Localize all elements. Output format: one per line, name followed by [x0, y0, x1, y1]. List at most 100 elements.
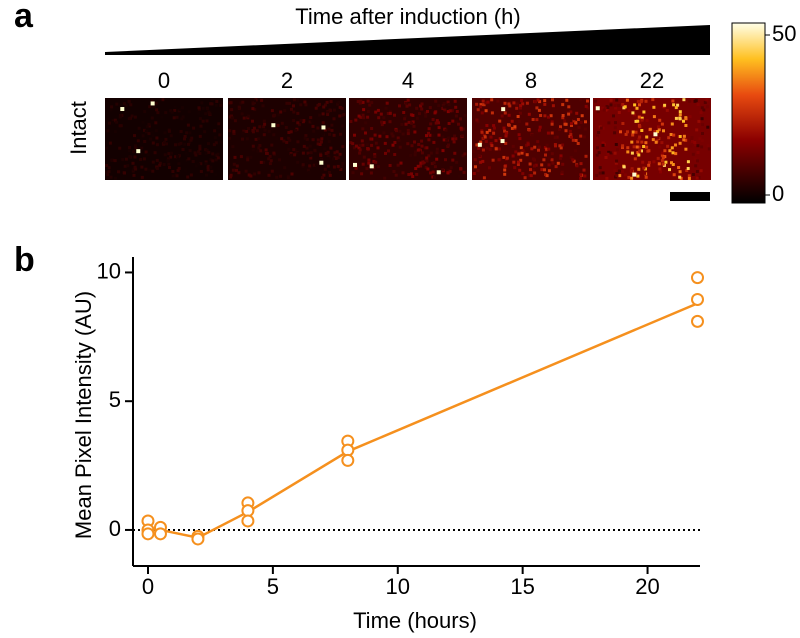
image-pixel — [659, 170, 662, 174]
image-pixel — [229, 101, 233, 105]
image-pixel — [636, 140, 640, 144]
image-pixel — [508, 104, 512, 108]
image-pixel — [148, 105, 152, 109]
bright-spot — [353, 162, 358, 167]
image-pixel — [486, 100, 490, 104]
image-pixel — [388, 164, 392, 167]
image-pixel — [270, 169, 274, 173]
image-pixel — [584, 154, 588, 158]
image-pixel — [320, 137, 324, 141]
image-pixel — [512, 101, 516, 105]
image-pixel — [376, 165, 380, 169]
image-pixel — [178, 131, 182, 135]
image-pixel — [160, 115, 164, 119]
image-pixel — [359, 99, 363, 103]
image-pixel — [158, 163, 162, 167]
image-pixel — [188, 141, 192, 145]
image-pixel — [694, 164, 698, 168]
image-pixel — [442, 138, 446, 142]
image-pixel — [525, 122, 529, 126]
image-pixel — [691, 139, 694, 143]
image-pixel — [359, 115, 363, 119]
image-pixel — [177, 162, 181, 166]
image-pixel — [534, 163, 538, 167]
image-pixel — [682, 138, 686, 142]
image-pixel — [678, 116, 682, 120]
image-pixel — [249, 174, 253, 178]
y-tick-label: 0 — [109, 516, 121, 541]
image-pixel — [168, 166, 171, 169]
image-pixel — [556, 161, 560, 165]
bright-spot — [321, 125, 326, 130]
image-pixel — [311, 124, 315, 128]
image-pixel — [276, 123, 280, 127]
image-pixel — [211, 152, 215, 156]
image-pixel — [447, 122, 451, 125]
image-pixel — [609, 151, 613, 155]
image-pixel — [308, 154, 312, 157]
image-pixel — [304, 103, 308, 107]
image-pixel — [410, 121, 414, 125]
image-pixel — [357, 114, 361, 118]
image-pixel — [198, 144, 202, 148]
image-pixel — [133, 144, 137, 148]
image-pixel — [454, 114, 458, 118]
image-pixel — [257, 146, 261, 150]
image-pixel — [453, 111, 457, 115]
image-pixel — [696, 103, 700, 106]
image-pixel — [373, 153, 377, 156]
image-pixel — [340, 164, 344, 168]
image-pixel — [292, 110, 296, 114]
image-pixel — [542, 158, 546, 162]
image-pixel — [529, 168, 532, 172]
image-pixel — [695, 128, 699, 132]
image-pixel — [127, 117, 131, 121]
image-pixel — [296, 140, 300, 144]
image-pixel — [203, 130, 207, 134]
image-pixel — [268, 162, 272, 166]
image-pixel — [201, 106, 205, 110]
image-pixel — [533, 164, 536, 168]
image-pixel — [123, 171, 126, 175]
y-tick-label: 5 — [109, 387, 121, 412]
image-pixel — [198, 117, 202, 121]
image-pixel — [416, 164, 420, 168]
image-pixel — [441, 135, 445, 139]
image-pixel — [358, 144, 362, 148]
image-pixel — [214, 103, 218, 107]
image-pixel — [335, 152, 339, 156]
image-pixel — [555, 135, 559, 139]
image-pixel — [385, 135, 389, 139]
image-pixel — [330, 155, 334, 159]
image-pixel — [686, 160, 690, 164]
image-pixel — [485, 124, 489, 127]
image-pixel — [336, 156, 340, 160]
image-pixel — [414, 167, 418, 170]
image-pixel — [622, 165, 626, 169]
image-pixel — [536, 98, 540, 102]
image-pixel — [698, 137, 702, 141]
image-pixel — [132, 150, 136, 154]
image-pixel — [700, 145, 704, 149]
data-point — [691, 314, 705, 328]
image-pixel — [230, 114, 233, 118]
image-pixel — [321, 121, 325, 125]
image-pixel — [241, 131, 245, 135]
image-pixel — [559, 125, 562, 129]
image-pixel — [349, 120, 353, 123]
image-pixel — [443, 117, 447, 121]
image-pixel — [614, 121, 617, 125]
image-pixel — [271, 127, 274, 131]
image-pixel — [613, 151, 617, 155]
image-pixel — [239, 101, 243, 105]
image-pixel — [426, 167, 430, 171]
image-pixel — [353, 133, 356, 137]
image-pixel — [446, 136, 450, 140]
image-pixel — [435, 147, 439, 151]
mean-line — [147, 302, 698, 539]
image-pixel — [137, 126, 141, 130]
bright-spot — [150, 101, 155, 106]
image-pixel — [205, 107, 209, 111]
image-pixel — [473, 158, 477, 162]
image-pixel — [446, 100, 450, 104]
